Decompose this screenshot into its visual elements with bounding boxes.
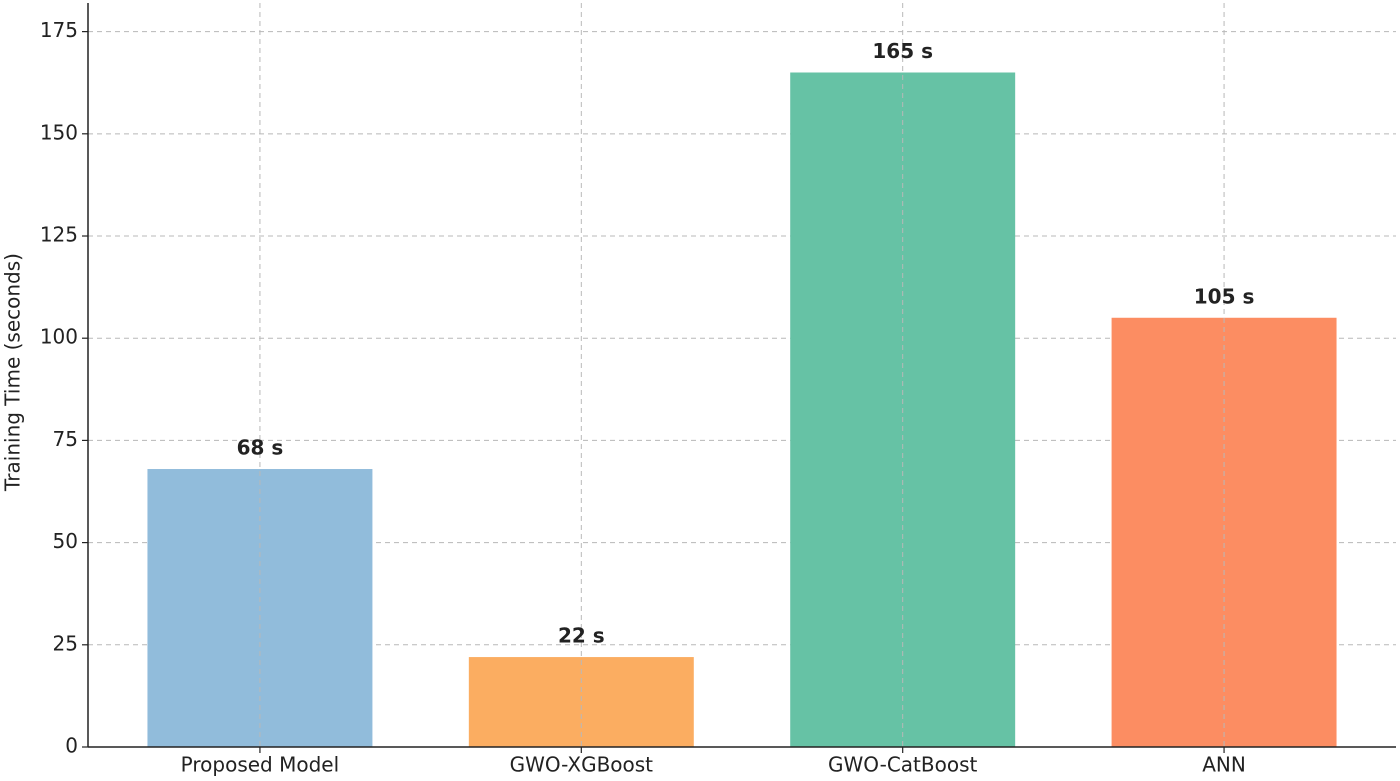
y-tick-label: 175 xyxy=(40,18,78,42)
bar xyxy=(1111,317,1337,747)
y-tick-label: 25 xyxy=(53,631,78,655)
value-label: 68 s xyxy=(237,436,284,460)
y-tick-label: 125 xyxy=(40,223,78,247)
y-tick-label: 75 xyxy=(53,427,78,451)
y-tick-label: 0 xyxy=(65,734,78,758)
x-tick-label: Proposed Model xyxy=(181,753,340,777)
x-tick-label: ANN xyxy=(1202,753,1246,777)
y-tick-label: 100 xyxy=(40,325,78,349)
value-label: 165 s xyxy=(872,39,933,63)
y-axis-label: Training Time (seconds) xyxy=(1,253,25,492)
value-label: 105 s xyxy=(1194,284,1255,308)
x-tick-label: GWO-CatBoost xyxy=(828,753,977,777)
x-tick-label: GWO-XGBoost xyxy=(510,753,654,777)
y-tick-label: 50 xyxy=(53,529,78,553)
value-label: 22 s xyxy=(558,624,605,648)
y-tick-label: 150 xyxy=(40,120,78,144)
